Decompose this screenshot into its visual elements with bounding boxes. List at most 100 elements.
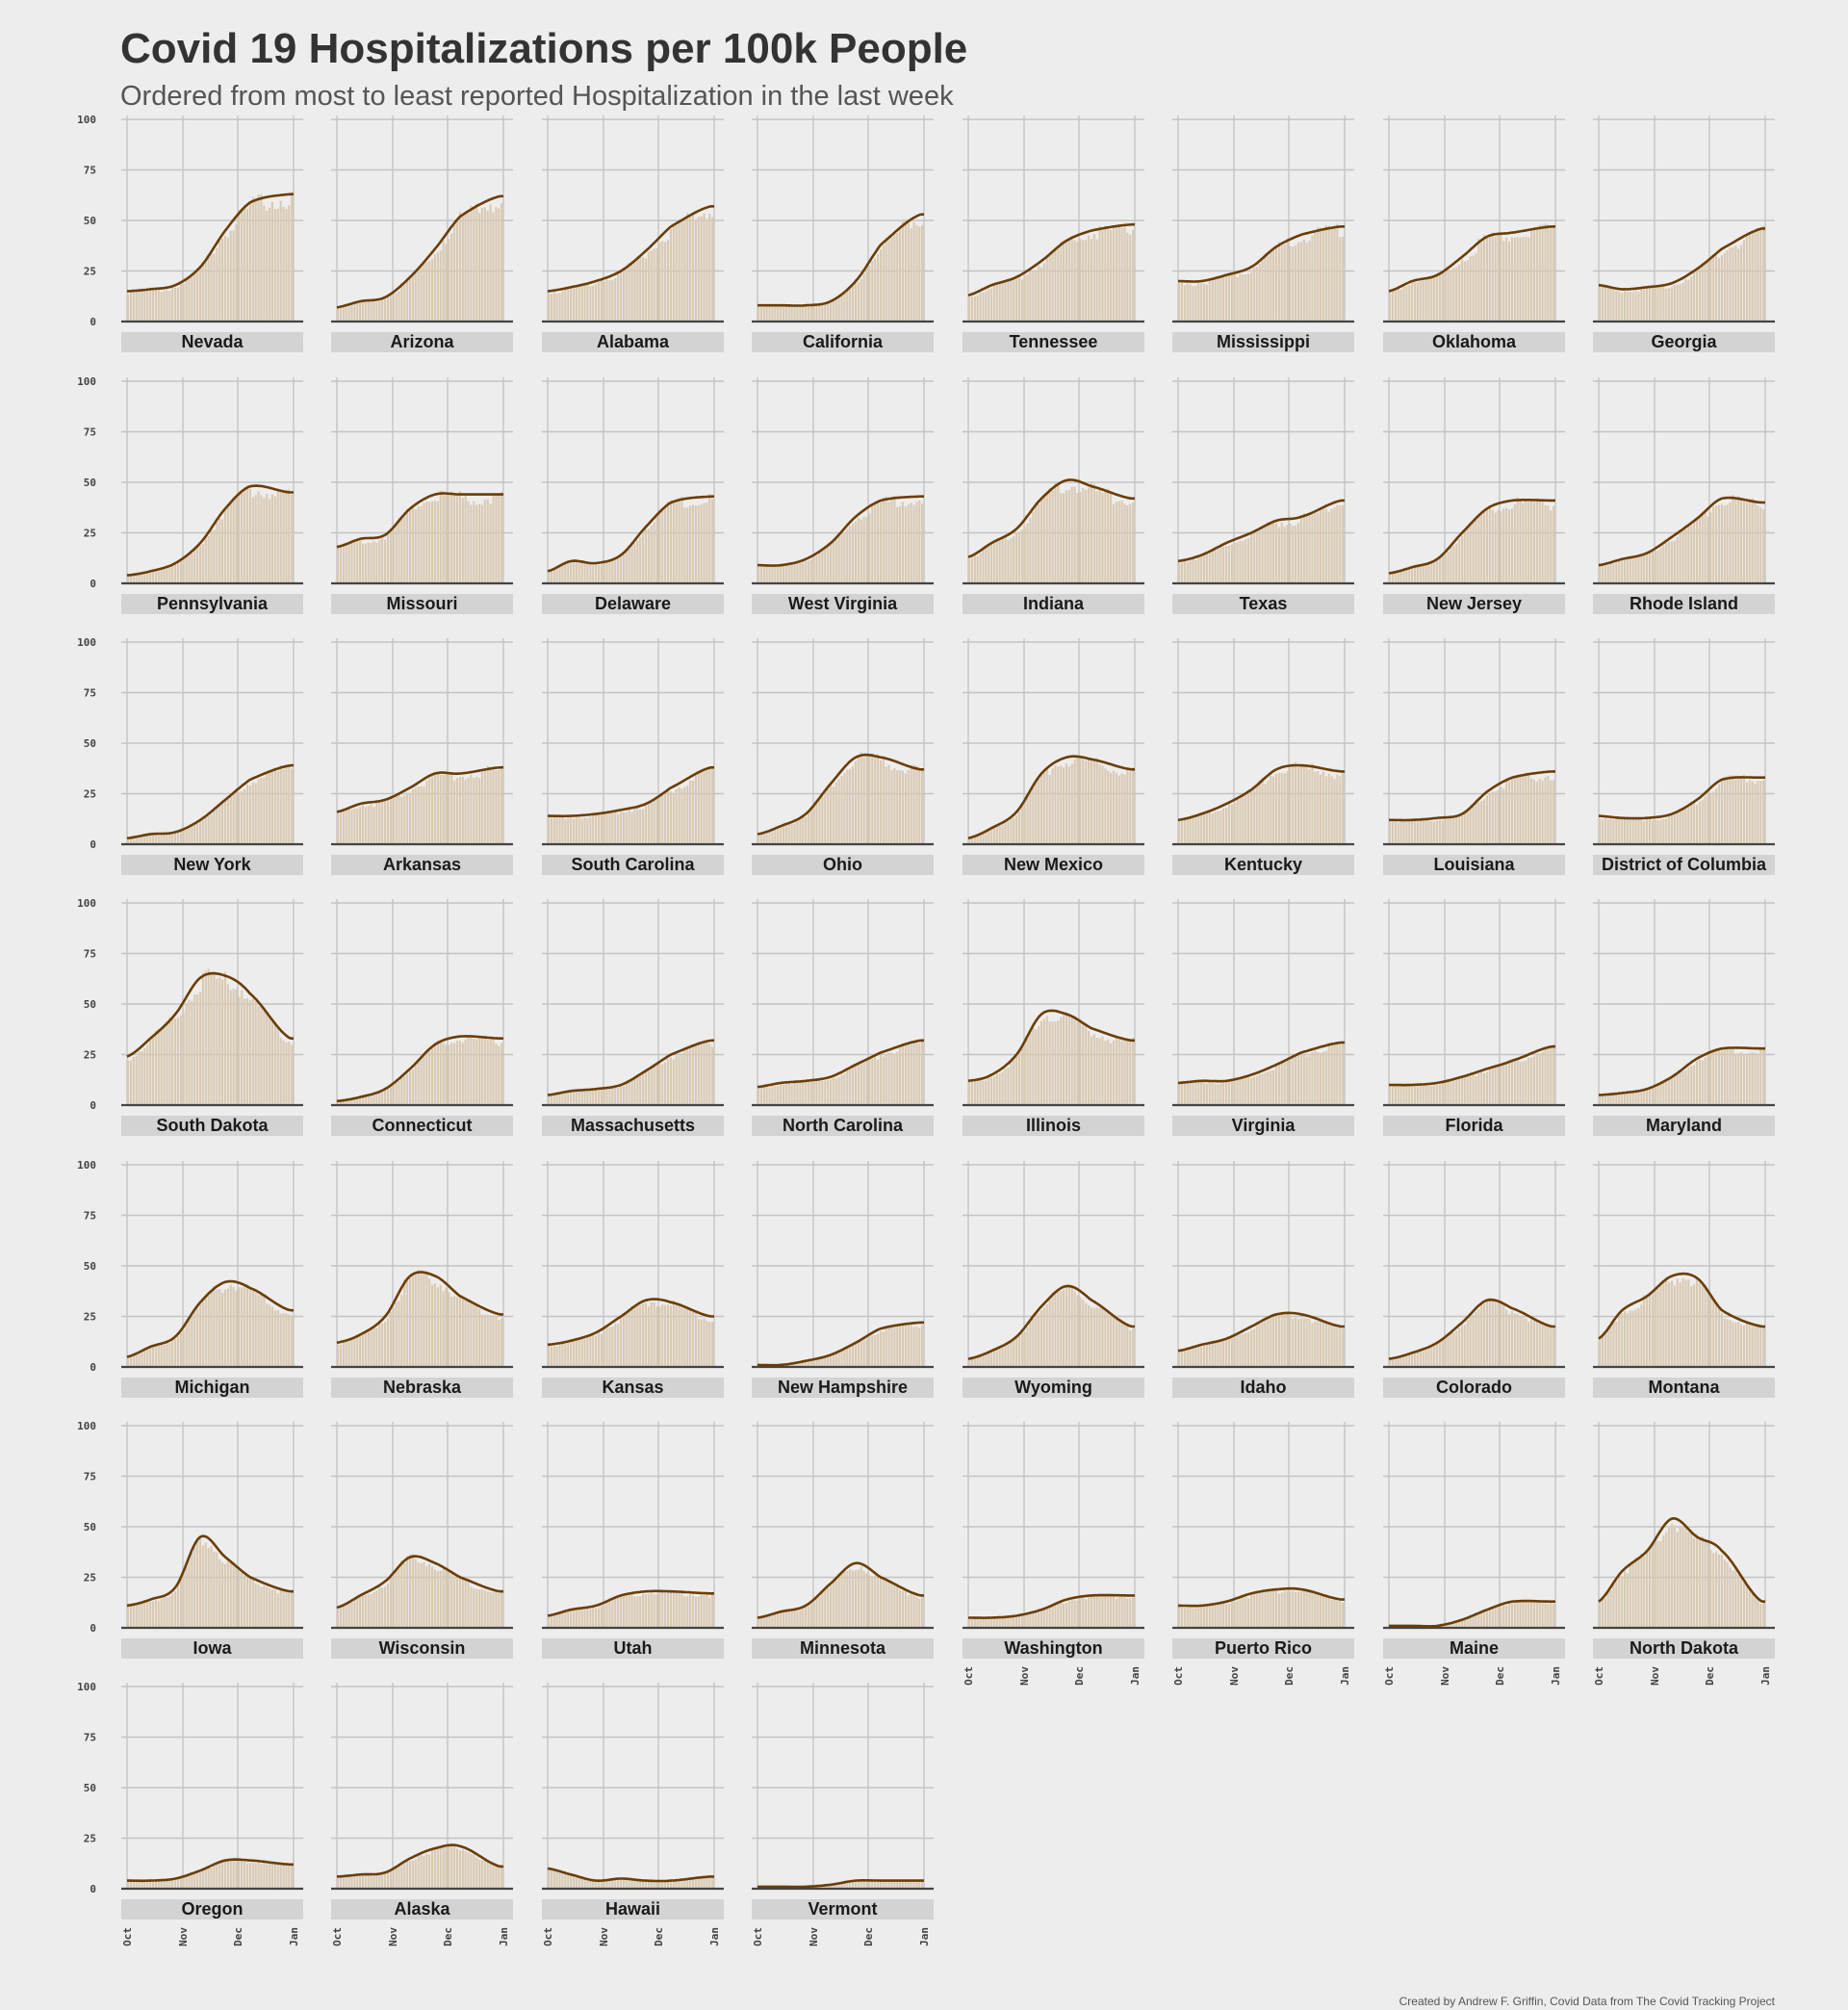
daily-bar — [799, 562, 802, 583]
daily-bar — [680, 1880, 683, 1889]
x-tick-label: Jan — [288, 1927, 300, 1946]
daily-bar — [1286, 1590, 1289, 1628]
daily-bar — [896, 1586, 899, 1628]
daily-bar — [600, 1333, 603, 1367]
daily-bar — [400, 1294, 403, 1367]
facet-rhode-island: Rhode Island — [1593, 377, 1775, 614]
daily-bar — [1414, 819, 1417, 844]
daily-bar — [381, 538, 384, 583]
y-tick-label: 0 — [90, 1099, 96, 1112]
daily-bar — [157, 1343, 160, 1367]
strip-background — [752, 1899, 934, 1920]
daily-bar — [1236, 277, 1239, 322]
daily-bar — [976, 295, 979, 322]
daily-bar — [350, 810, 353, 844]
daily-bar — [1261, 1590, 1264, 1628]
daily-bar — [885, 1053, 887, 1105]
daily-bar — [1302, 1054, 1305, 1105]
daily-bar — [1695, 516, 1698, 583]
daily-bar — [168, 1343, 171, 1367]
daily-bar — [163, 1024, 166, 1105]
daily-bar — [251, 1291, 254, 1367]
daily-bar — [1751, 781, 1754, 844]
daily-bar — [1525, 1318, 1527, 1367]
daily-bar — [1101, 1036, 1104, 1105]
daily-bar — [1411, 1353, 1414, 1367]
daily-bar — [1502, 1063, 1505, 1105]
daily-bar — [1494, 1067, 1497, 1105]
daily-bar — [827, 546, 830, 583]
daily-bar — [658, 1063, 661, 1105]
daily-bar — [1707, 1290, 1709, 1367]
daily-bar — [1070, 1599, 1073, 1628]
daily-bar — [608, 280, 611, 322]
daily-bar — [865, 269, 868, 322]
daily-bar — [1525, 1600, 1527, 1628]
daily-bar — [1734, 1570, 1737, 1628]
daily-bar — [1609, 1590, 1612, 1628]
daily-bar — [269, 1304, 271, 1367]
daily-bar — [874, 1880, 877, 1889]
daily-bar — [1057, 483, 1060, 583]
y-tick-label: 75 — [84, 1732, 96, 1744]
daily-bar — [1203, 1346, 1206, 1367]
daily-bar — [1267, 1071, 1270, 1105]
daily-bar — [279, 1589, 282, 1628]
daily-bar — [1391, 573, 1394, 583]
daily-bar — [263, 1585, 266, 1628]
daily-bar — [1085, 1302, 1088, 1367]
daily-bar — [1200, 1606, 1203, 1628]
rolling-average-line — [757, 1561, 924, 1619]
daily-bar — [244, 486, 246, 583]
daily-bar — [384, 1586, 387, 1628]
daily-bar — [223, 508, 226, 583]
daily-bar — [1283, 773, 1286, 844]
daily-bar — [1485, 236, 1488, 322]
facet-colorado: Colorado — [1383, 1161, 1565, 1398]
daily-bar — [787, 1083, 790, 1105]
x-tick-label: Dec — [1073, 1666, 1086, 1686]
daily-bar — [1535, 1321, 1538, 1367]
daily-bar — [1342, 504, 1345, 583]
daily-bar — [1601, 1598, 1604, 1628]
daily-bar — [1305, 765, 1308, 844]
daily-bar — [1194, 1081, 1197, 1105]
strip-label: Connecticut — [372, 1116, 472, 1135]
daily-bar — [550, 1346, 552, 1367]
daily-bar — [166, 833, 168, 844]
daily-bar — [1272, 1590, 1275, 1628]
strip-label: Washington — [1004, 1638, 1102, 1658]
daily-bar — [805, 1360, 808, 1367]
daily-bar — [600, 1606, 603, 1628]
daily-bar — [1544, 504, 1547, 583]
daily-bar — [1707, 792, 1709, 844]
daily-bar — [191, 1312, 193, 1367]
daily-bar — [439, 1040, 442, 1105]
daily-bar — [367, 805, 370, 844]
daily-bar — [658, 794, 661, 844]
daily-bar — [1026, 794, 1029, 844]
daily-bar — [655, 516, 658, 583]
daily-bar — [558, 1870, 561, 1889]
daily-bar — [345, 1603, 347, 1628]
daily-bar — [160, 1342, 163, 1367]
daily-bar — [1040, 1310, 1043, 1367]
daily-bar — [653, 1064, 655, 1105]
daily-bar — [1112, 1041, 1115, 1105]
daily-bar — [201, 1300, 204, 1367]
daily-bar — [288, 205, 291, 322]
daily-bar — [689, 214, 692, 322]
daily-bar — [600, 1089, 603, 1105]
daily-bar — [1042, 494, 1045, 583]
daily-bar — [1258, 1073, 1261, 1105]
daily-bar — [1477, 513, 1480, 583]
daily-bar — [1227, 1337, 1230, 1367]
daily-bar — [257, 1863, 260, 1889]
daily-bar — [1519, 237, 1522, 322]
strip-label: Massachusetts — [571, 1116, 695, 1135]
daily-bar — [406, 1556, 409, 1628]
daily-bar — [417, 786, 420, 844]
daily-bar — [988, 543, 990, 583]
daily-bar — [849, 526, 852, 583]
